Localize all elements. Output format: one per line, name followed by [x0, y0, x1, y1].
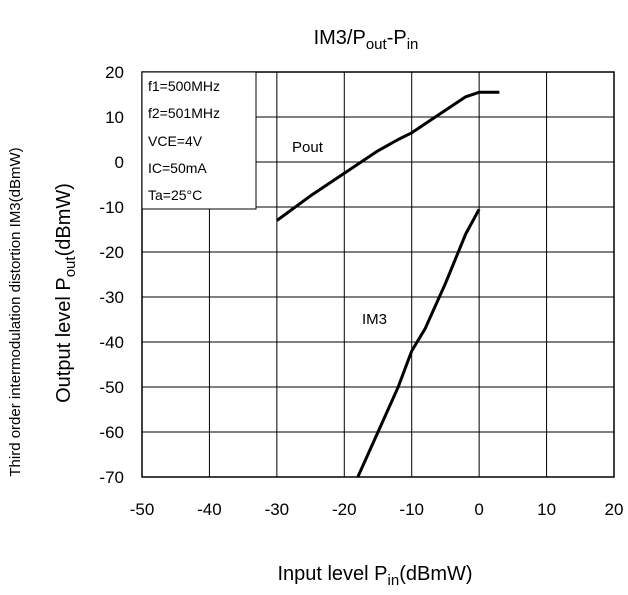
- x-tick-label: -40: [197, 500, 222, 519]
- x-tick-label: -30: [265, 500, 290, 519]
- condition-ta: Ta=25°C: [148, 187, 202, 203]
- conditions-box: [141, 71, 257, 210]
- series-label-im3: IM3: [362, 311, 387, 328]
- y-tick-label: 0: [115, 153, 124, 172]
- series-group: [276, 90, 500, 478]
- x-tick-label: 0: [474, 500, 483, 519]
- y-tick-label: 10: [105, 108, 124, 127]
- series-line-pout: [276, 90, 500, 222]
- x-tick-label: 10: [537, 500, 556, 519]
- y-tick-label: -10: [99, 198, 124, 217]
- chart-title-sub-in: in: [407, 36, 419, 53]
- condition-ic: IC=50mA: [148, 160, 207, 176]
- x-tick-label: -50: [130, 500, 155, 519]
- chart-title: IM3/Pout-Pin: [314, 27, 419, 53]
- y-tick-label: -40: [99, 333, 124, 352]
- y-axis-label-outer: Third order intermodulation distortion I…: [7, 147, 24, 476]
- x-tick-labels: -50 -40 -30 -20 -10 0 10 20: [130, 500, 624, 519]
- y-tick-label: -60: [99, 423, 124, 442]
- condition-vce: VCE=4V: [148, 133, 203, 149]
- x-tick-label: 20: [605, 500, 624, 519]
- y-axis-label-inner: Output level Pout(dBmW): [53, 183, 79, 403]
- chart-title-main: IM3/P: [314, 27, 366, 49]
- x-tick-label: -10: [399, 500, 424, 519]
- y-tick-label: -50: [99, 378, 124, 397]
- x-axis-label-sub: in: [388, 572, 400, 589]
- x-axis-label-unit: (dBmW): [399, 563, 472, 585]
- y-axis-label-inner-unit: (dBmW): [53, 183, 75, 256]
- x-axis-label-main: Input level P: [277, 563, 387, 585]
- x-tick-label: -20: [332, 500, 357, 519]
- y-tick-label: 20: [105, 63, 124, 82]
- chart-title-mid: -P: [387, 27, 407, 49]
- plot-frame: [141, 71, 615, 478]
- y-tick-label: -20: [99, 243, 124, 262]
- condition-f2: f2=501MHz: [148, 105, 220, 121]
- condition-f1: f1=500MHz: [148, 78, 220, 94]
- y-tick-label: -70: [99, 468, 124, 487]
- chart-title-sub-out: out: [366, 36, 388, 53]
- y-tick-label: -30: [99, 288, 124, 307]
- series-line-im3: [356, 208, 481, 478]
- y-axis-label-inner-sub: out: [62, 256, 79, 278]
- series-label-pout: Pout: [292, 139, 324, 156]
- y-axis-label-inner-main: Output level P: [53, 277, 75, 403]
- x-axis-label: Input level Pin(dBmW): [277, 563, 472, 589]
- y-tick-labels: 20 10 0 -10 -20 -30 -40 -50 -60 -70: [99, 63, 124, 487]
